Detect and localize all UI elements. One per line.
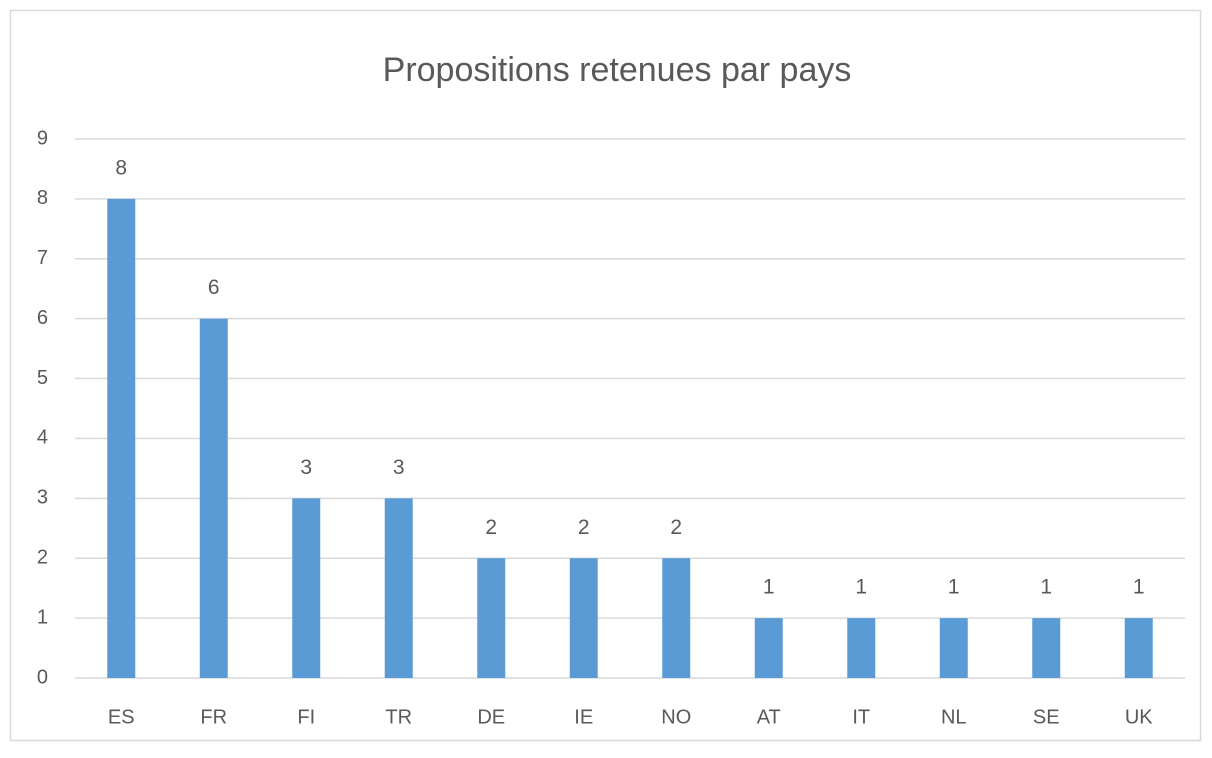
x-tick-label: IT: [852, 706, 870, 728]
bar: [384, 498, 413, 678]
y-tick-label: 1: [37, 606, 48, 628]
x-tick-label: NL: [941, 706, 967, 728]
data-label: 1: [948, 576, 960, 599]
bar: [754, 618, 783, 678]
y-tick-label: 6: [37, 307, 48, 329]
x-tick-label: NO: [661, 706, 691, 728]
bar: [292, 498, 321, 678]
data-label: 2: [670, 516, 682, 539]
bar: [569, 558, 598, 678]
x-tick-label: SE: [1033, 706, 1060, 728]
data-label: 1: [1133, 576, 1145, 599]
chart-title: Propositions retenues par pays: [383, 51, 852, 89]
data-label: 1: [763, 576, 775, 599]
data-label: 1: [855, 576, 867, 599]
bar: [662, 558, 691, 678]
x-tick-label: ES: [108, 706, 135, 728]
bar: [847, 618, 876, 678]
data-label: 2: [485, 516, 497, 539]
bar: [477, 558, 506, 678]
y-tick-label: 5: [37, 367, 48, 389]
data-label: 3: [300, 456, 312, 479]
data-label: 8: [115, 156, 127, 179]
y-tick-label: 3: [37, 487, 48, 509]
data-label: 6: [208, 276, 220, 299]
y-tick-label: 7: [37, 247, 48, 269]
y-tick-label: 4: [37, 427, 48, 449]
bar: [107, 198, 136, 678]
data-label: 3: [393, 456, 405, 479]
x-tick-label: FR: [200, 706, 227, 728]
x-tick-label: IE: [574, 706, 593, 728]
data-label: 2: [578, 516, 590, 539]
chart-border: [9, 9, 1202, 742]
bar: [1032, 618, 1061, 678]
bar: [1124, 618, 1153, 678]
x-tick-label: TR: [385, 706, 412, 728]
x-tick-label: AT: [757, 706, 781, 728]
bar: [199, 318, 228, 678]
x-tick-label: DE: [477, 706, 505, 728]
x-tick-label: UK: [1125, 706, 1153, 728]
y-tick-label: 0: [37, 666, 48, 688]
y-tick-label: 2: [37, 547, 48, 569]
y-tick-label: 8: [37, 187, 48, 209]
y-tick-label: 9: [37, 127, 48, 149]
bar: [939, 618, 968, 678]
data-label: 1: [1040, 576, 1052, 599]
x-tick-label: FI: [297, 706, 315, 728]
